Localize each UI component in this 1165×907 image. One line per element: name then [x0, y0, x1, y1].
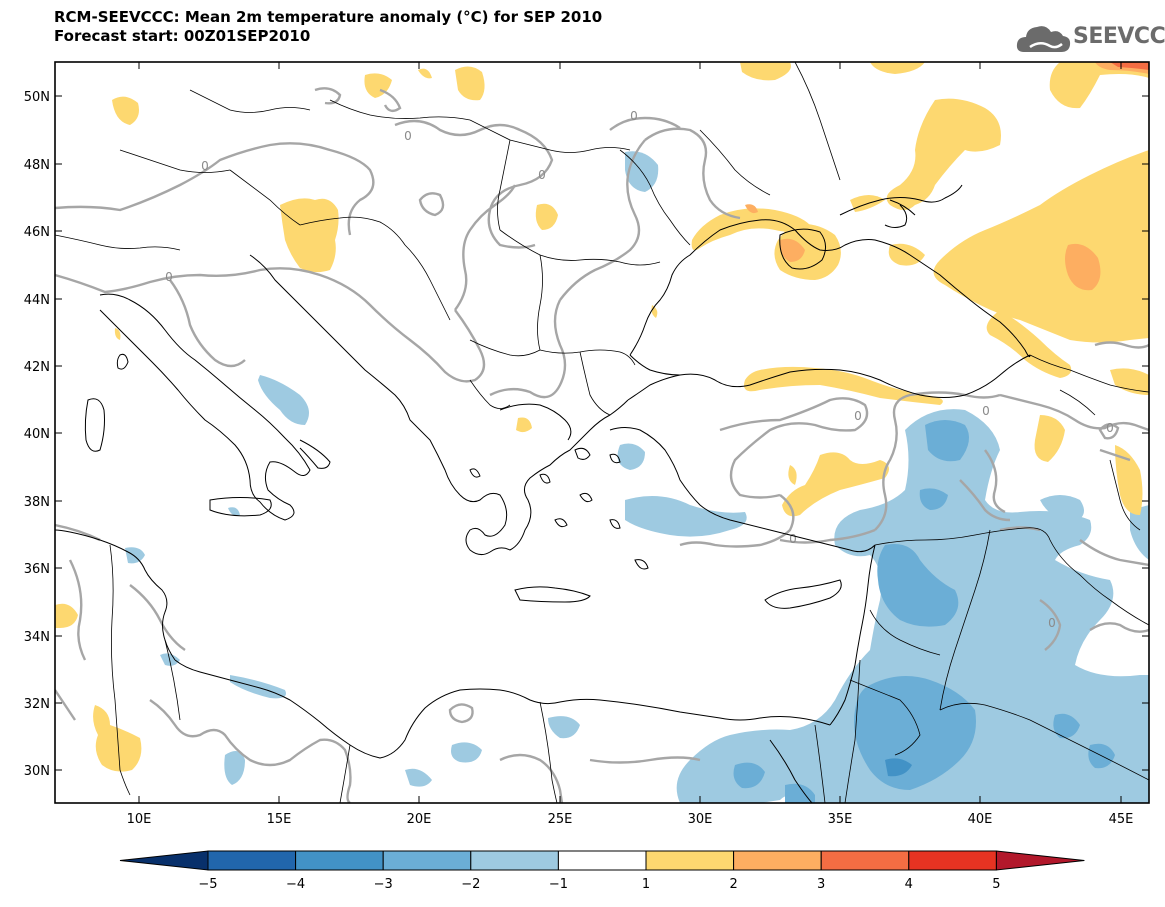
lat-label: 46N	[24, 225, 50, 240]
lon-label: 30E	[688, 812, 713, 827]
title-line-1: RCM-SEEVCCC: Mean 2m temperature anomaly…	[54, 8, 603, 26]
contour-label: 0	[1106, 421, 1114, 435]
positive-anomaly-regions	[55, 62, 1149, 772]
colorbar-segment	[908, 850, 997, 871]
lat-label: 32N	[24, 697, 50, 712]
very-strong-positive-regions	[1110, 62, 1149, 70]
lon-label: 40E	[968, 812, 993, 827]
colorbar-label: −4	[286, 877, 305, 892]
colorbar-segment	[820, 850, 910, 871]
lat-label: 44N	[24, 293, 50, 308]
map-area: 0 0 0 0 0 0 0 0 0 0	[55, 62, 1149, 803]
colorbar-label: −3	[374, 877, 393, 892]
zero-contours	[55, 87, 1149, 803]
borders	[55, 62, 1149, 803]
colorbar-labels: −5 −4 −3 −2 −1 1 2 3 4 5	[198, 877, 1000, 892]
colorbar-segment	[382, 850, 472, 871]
cloud-icon	[1016, 26, 1071, 52]
colorbar-label: 5	[992, 877, 1000, 892]
longitude-axis	[138, 62, 1122, 803]
contour-labels: 0 0 0 0 0 0 0 0 0 0	[165, 109, 1114, 630]
strongest-negative-regions	[885, 758, 912, 777]
contour-label: 0	[854, 409, 862, 423]
colorbar-label: −2	[461, 877, 480, 892]
contour-label: 0	[630, 109, 638, 123]
lon-label: 10E	[127, 812, 152, 827]
strong-negative-regions	[733, 420, 1115, 803]
longitude-labels: 10E 15E 20E 25E 30E 35E 40E 45E	[127, 812, 1134, 827]
latitude-axis	[55, 95, 1149, 771]
colorbar-segment	[295, 850, 384, 871]
colorbar-label: −1	[549, 877, 568, 892]
contour-label: 0	[982, 404, 990, 418]
colorbar	[119, 850, 1085, 871]
contour-label: 0	[165, 270, 173, 284]
lon-label: 45E	[1109, 812, 1134, 827]
contour-label: 0	[1048, 616, 1056, 630]
contour-label: 0	[201, 159, 209, 173]
colorbar-label: 1	[642, 877, 650, 892]
colorbar-segment	[557, 850, 647, 871]
contour-label: 0	[538, 168, 546, 182]
colorbar-min-arrow	[119, 850, 209, 871]
lon-label: 20E	[407, 812, 432, 827]
colorbar-label: 4	[905, 877, 913, 892]
title-line-2: Forecast start: 00Z01SEP2010	[54, 27, 311, 45]
lat-label: 34N	[24, 630, 50, 645]
contour-label: 0	[404, 129, 412, 143]
contour-label: 0	[789, 532, 797, 546]
colorbar-max-arrow	[995, 850, 1085, 871]
seevccc-logo: SEEVCCC	[1016, 22, 1165, 56]
lat-label: 50N	[24, 90, 50, 105]
latitude-labels: 50N 48N 46N 44N 42N 40N 38N 36N 34N 32N …	[24, 90, 50, 779]
lat-label: 48N	[24, 158, 50, 173]
logo-text: SEEVCCC	[1073, 24, 1165, 49]
lat-label: 40N	[24, 427, 50, 442]
lat-label: 30N	[24, 764, 50, 779]
lat-label: 42N	[24, 360, 50, 375]
colorbar-segment	[645, 850, 735, 871]
map-title: RCM-SEEVCCC: Mean 2m temperature anomaly…	[54, 8, 602, 46]
colorbar-segment	[733, 850, 822, 871]
lat-label: 38N	[24, 495, 50, 510]
colorbar-segment	[207, 850, 297, 871]
lon-label: 35E	[828, 812, 853, 827]
colorbar-label: −5	[198, 877, 217, 892]
colorbar-segment	[470, 850, 559, 871]
colorbar-label: 3	[817, 877, 825, 892]
colorbar-label: 2	[729, 877, 737, 892]
lon-label: 15E	[267, 812, 292, 827]
lat-label: 36N	[24, 562, 50, 577]
lon-label: 25E	[548, 812, 573, 827]
coastlines	[55, 184, 1031, 803]
